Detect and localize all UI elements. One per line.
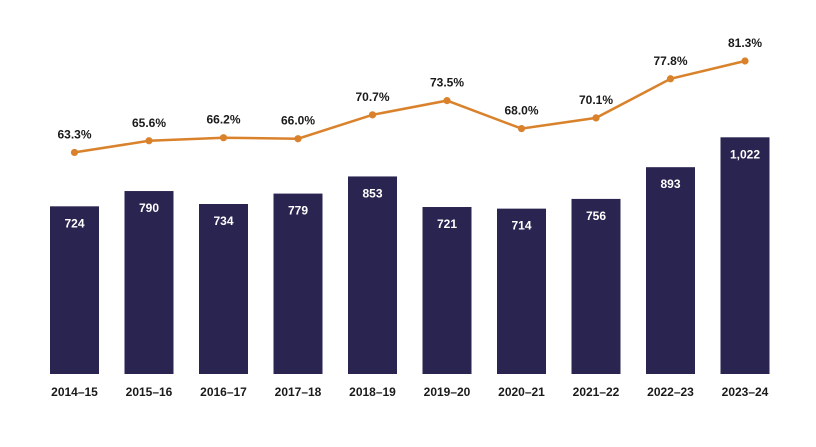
percentage-marker [517, 124, 526, 133]
percentage-marker [368, 111, 377, 119]
bar-2014–15 [50, 206, 99, 374]
percentage-label: 77.8% [653, 54, 687, 68]
percentage-marker [443, 97, 451, 105]
percentage-marker [592, 114, 600, 122]
percentage-label: 73.5% [430, 76, 464, 90]
bar-2022–23 [646, 167, 695, 374]
bar-2016–17 [199, 204, 248, 374]
bar-value-label: 724 [64, 216, 84, 230]
percentage-marker [219, 134, 228, 142]
bar-value-label: 893 [660, 177, 680, 191]
percentage-label: 66.2% [206, 113, 240, 127]
bar-2021–22 [571, 198, 621, 374]
bar-2023–24 [720, 137, 770, 374]
x-tick-label: 2019–20 [424, 385, 471, 399]
percentage-label: 81.3% [728, 36, 762, 50]
bar-2015–16 [124, 191, 174, 374]
bar-2018–19 [348, 176, 397, 374]
percentage-line [74, 59, 746, 154]
bar-2019–20 [422, 207, 472, 374]
percentage-label: 70.1% [579, 93, 613, 107]
bar-value-label: 853 [362, 186, 382, 200]
x-tick-label: 2018–19 [349, 385, 396, 399]
bar-2017–18 [273, 193, 323, 374]
percentage-markers [70, 57, 749, 157]
percentage-marker [294, 135, 302, 143]
x-tick-label: 2015–16 [126, 385, 173, 399]
bar-series [50, 137, 770, 374]
x-tick-label: 2023–24 [722, 385, 769, 399]
percentage-marker [666, 75, 675, 83]
x-tick-label: 2020–21 [498, 385, 545, 399]
percentage-label: 70.7% [355, 90, 389, 104]
bar-value-labels: 724 790 734 779 853 721 714 756 893 1,022 [64, 147, 760, 232]
bar-value-label: 734 [213, 214, 233, 228]
percentage-marker [70, 148, 79, 157]
x-tick-label: 2016–17 [200, 385, 247, 399]
bar-value-label: 1,022 [730, 147, 760, 161]
x-tick-label: 2021–22 [573, 385, 620, 399]
bar-value-label: 779 [288, 204, 308, 218]
bar-value-label: 756 [586, 209, 606, 223]
bar-value-label: 721 [437, 217, 457, 231]
percentage-label: 66.0% [281, 114, 315, 128]
x-tick-label: 2014–15 [51, 385, 98, 399]
x-axis-tick-labels: 2014–15 2015–16 2016–17 2017–18 2018–19 2019–… [51, 385, 769, 399]
percentage-label: 63.3% [57, 127, 91, 141]
percentage-label: 68.0% [504, 104, 538, 118]
bar-value-label: 714 [511, 219, 531, 233]
percentage-marker [741, 57, 749, 65]
percentage-marker [145, 137, 153, 145]
bar-value-label: 790 [139, 201, 159, 215]
percentage-labels: 63.3% 65.6% 66.2% 66.0% 70.7% 73.5% 68.0% 70.1%… [57, 36, 762, 141]
bar-2020–21 [497, 208, 546, 374]
percentage-label: 65.6% [132, 116, 166, 130]
x-tick-label: 2022–23 [647, 385, 694, 399]
x-tick-label: 2017–18 [275, 385, 322, 399]
